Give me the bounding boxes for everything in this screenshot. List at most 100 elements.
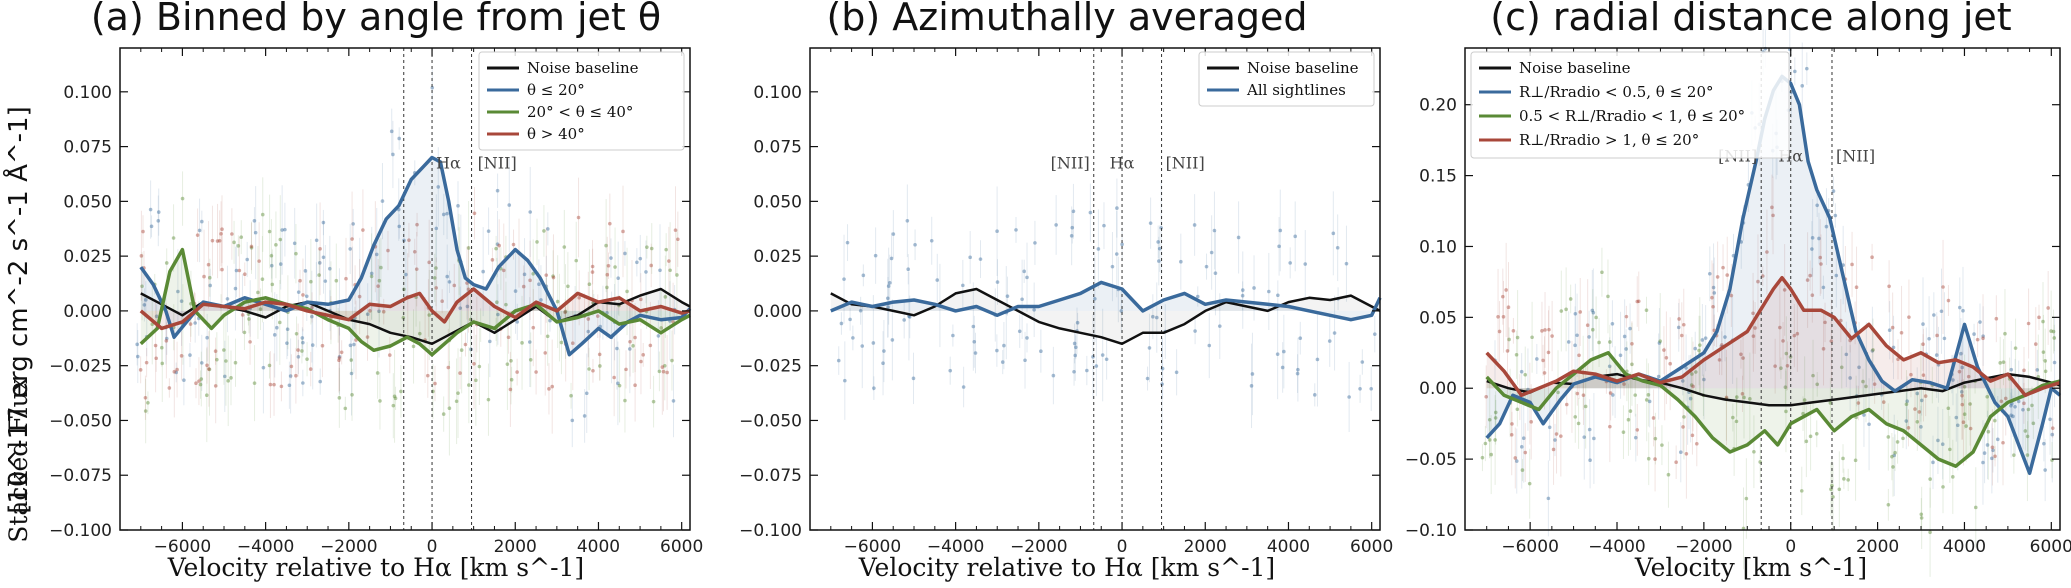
scatter-point: [1778, 325, 1782, 330]
scatter-point: [1542, 371, 1547, 375]
scatter-point: [285, 327, 290, 332]
scatter-point: [1493, 410, 1498, 415]
panel-b-fill-1: [830, 282, 1380, 320]
scatter-point: [1689, 383, 1694, 387]
scatter-point: [350, 392, 354, 397]
scatter-point: [1805, 66, 1809, 71]
scatter-point: [233, 360, 238, 365]
scatter-point: [1360, 360, 1365, 364]
scatter-point: [144, 298, 148, 302]
scatter-point: [961, 385, 966, 389]
scatter-point: [929, 238, 934, 243]
scatter-point: [278, 262, 283, 266]
scatter-point: [676, 237, 680, 242]
scatter-point: [1529, 420, 1533, 424]
scatter-point: [215, 357, 219, 362]
panel-b-series-1-line: [830, 280, 1382, 322]
scatter-point: [399, 389, 403, 394]
scatter-point: [317, 273, 321, 277]
scatter-point: [224, 359, 228, 363]
panel-b-y-tick-label: −0.075: [739, 466, 802, 486]
scatter-point: [1033, 241, 1037, 245]
scatter-point: [1587, 335, 1591, 339]
scatter-point: [343, 406, 348, 411]
scatter-point: [1550, 334, 1554, 338]
scatter-point: [1597, 340, 1601, 345]
scatter-point: [648, 343, 653, 348]
scatter-point: [591, 369, 595, 373]
scatter-point: [1644, 308, 1649, 312]
scatter-point: [509, 377, 514, 382]
scatter-point: [164, 339, 169, 343]
scatter-point: [968, 255, 972, 260]
scatter-point: [2048, 417, 2052, 422]
scatter-point: [1899, 330, 1904, 335]
scatter-point: [465, 304, 470, 309]
scatter-point: [1651, 416, 1656, 420]
scatter-point: [1104, 357, 1109, 362]
scatter-point: [570, 341, 575, 345]
scatter-point: [472, 211, 477, 216]
scatter-point: [1252, 286, 1256, 290]
scatter-point: [1973, 505, 1978, 510]
panel-a-x-tick-label: −2000: [320, 537, 378, 557]
scatter-point: [550, 384, 555, 389]
panel-b-y-tick-label: 0.050: [753, 192, 802, 212]
scatter-point: [887, 280, 892, 285]
scatter-point: [663, 295, 668, 299]
panel-a-y-tick-label: 0.100: [63, 83, 112, 103]
scatter-point: [1895, 440, 1900, 444]
panel-b: (b) Azimuthally averaged Velocity relati…: [739, 0, 1393, 582]
scatter-point: [393, 396, 398, 401]
panel-b-x-tick-label: −2000: [1010, 537, 1068, 557]
scatter-point: [625, 289, 629, 294]
scatter-point: [454, 399, 459, 404]
scatter-point: [1955, 423, 1960, 428]
panel-a-x-tick-label: 2000: [494, 537, 537, 557]
scatter-point: [229, 376, 233, 380]
scatter-point: [1811, 373, 1815, 378]
scatter-point: [1312, 393, 1317, 397]
scatter-point: [1927, 337, 1931, 341]
scatter-point: [456, 204, 460, 208]
scatter-point: [1913, 407, 1917, 411]
scatter-point: [665, 370, 669, 375]
scatter-point: [501, 268, 506, 273]
scatter-point: [237, 268, 242, 273]
panel-c-series-3-line: [1485, 275, 2061, 398]
scatter-point: [1315, 357, 1320, 362]
scatter-point: [1892, 453, 1897, 458]
scatter-point: [1556, 390, 1560, 395]
scatter-point: [542, 229, 546, 233]
scatter-point: [534, 370, 538, 374]
scatter-point: [1157, 246, 1162, 251]
scatter-point: [1957, 369, 1962, 374]
scatter-point: [664, 247, 668, 252]
panel-a-series-2-line: [139, 247, 691, 357]
scatter-point: [1805, 278, 1810, 282]
scatter-point: [1523, 450, 1528, 455]
scatter-point: [1195, 294, 1200, 299]
scatter-point: [586, 329, 591, 334]
scatter-point: [1296, 367, 1300, 372]
scatter-point: [1298, 336, 1303, 340]
panel-b-y-tick-label: −0.100: [739, 521, 802, 541]
scatter-point: [1115, 206, 1119, 210]
scatter-point: [1628, 326, 1632, 331]
panel-a-series-3-line: [139, 287, 691, 331]
scatter-point: [951, 333, 955, 338]
scatter-point: [528, 210, 533, 214]
scatter-point: [551, 275, 556, 280]
scatter-point: [1017, 329, 1022, 334]
scatter-point: [182, 378, 186, 382]
scatter-point: [236, 244, 241, 248]
scatter-point: [1487, 438, 1492, 442]
scatter-point: [1886, 435, 1891, 439]
scatter-point: [1630, 341, 1634, 346]
scatter-point: [1608, 424, 1612, 429]
scatter-point: [1691, 384, 1695, 389]
panel-a-y-tick-label: −0.100: [49, 521, 112, 541]
scatter-point: [2049, 329, 2053, 333]
scatter-point: [1904, 419, 1909, 423]
scatter-point: [1335, 245, 1340, 250]
